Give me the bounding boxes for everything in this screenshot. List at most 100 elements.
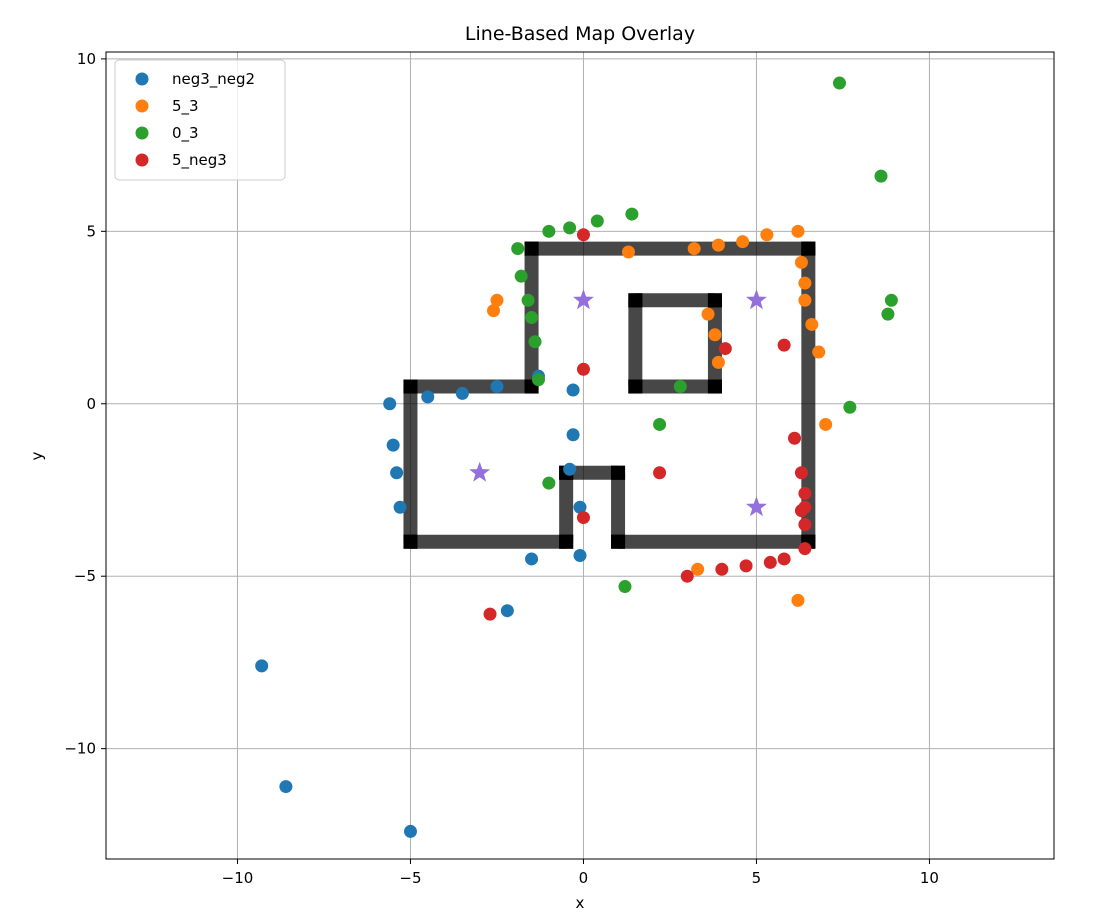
- point-0_3: [531, 373, 545, 387]
- point-neg3_neg2: [386, 438, 400, 452]
- point-5_3: [490, 293, 504, 307]
- point-5_3: [687, 242, 701, 256]
- point-5_neg3: [739, 559, 753, 573]
- point-neg3_neg2: [563, 462, 577, 476]
- x-tick-label: −5: [399, 869, 421, 887]
- point-neg3_neg2: [383, 397, 397, 411]
- point-0_3: [843, 400, 857, 414]
- axis-ticks: −10 −5 0 5 10 10 5 0 −5 −10: [64, 50, 939, 887]
- map-wall-endpoint: [611, 465, 626, 480]
- point-5_3: [708, 328, 722, 342]
- point-0_3: [511, 242, 525, 256]
- legend-box: [114, 59, 286, 181]
- legend-label: 0_3: [172, 124, 199, 143]
- point-5_3: [487, 304, 501, 318]
- legend: neg3_neg2 5_3 0_3 5_neg3: [114, 59, 286, 181]
- star-markers: [469, 289, 767, 517]
- point-neg3_neg2: [573, 500, 587, 514]
- legend-label: neg3_neg2: [172, 70, 255, 89]
- point-5_3: [791, 593, 805, 607]
- point-5_neg3: [576, 511, 590, 525]
- point-5_3: [798, 293, 812, 307]
- point-5_neg3: [798, 517, 812, 531]
- point-5_neg3: [777, 552, 791, 566]
- point-0_3: [514, 269, 528, 283]
- point-5_neg3: [576, 228, 590, 242]
- point-5_3: [621, 245, 635, 259]
- point-5_3: [812, 345, 826, 359]
- point-5_neg3: [777, 338, 791, 352]
- point-5_3: [794, 255, 808, 269]
- point-0_3: [625, 207, 639, 221]
- map-wall-endpoint: [628, 293, 643, 308]
- legend-marker: [135, 99, 149, 113]
- plot-frame: [105, 51, 1055, 860]
- point-neg3_neg2: [390, 466, 404, 480]
- map-wall-endpoint: [628, 379, 643, 394]
- point-neg3_neg2: [500, 604, 514, 618]
- point-0_3: [590, 214, 604, 228]
- point-5_neg3: [680, 569, 694, 583]
- point-5_neg3: [788, 431, 802, 445]
- point-neg3_neg2: [490, 380, 504, 394]
- point-0_3: [563, 221, 577, 235]
- point-0_3: [521, 293, 535, 307]
- legend-marker: [135, 72, 149, 86]
- point-0_3: [528, 335, 542, 349]
- point-0_3: [881, 307, 895, 321]
- point-5_3: [760, 228, 774, 242]
- x-tick-label: 10: [920, 869, 939, 887]
- point-neg3_neg2: [403, 824, 417, 838]
- point-5_neg3: [798, 486, 812, 500]
- point-5_neg3: [794, 504, 808, 518]
- point-0_3: [653, 417, 667, 431]
- point-5_neg3: [483, 607, 497, 621]
- y-tick-label: 0: [86, 395, 96, 413]
- x-axis-label: x: [576, 894, 585, 912]
- point-neg3_neg2: [255, 659, 269, 673]
- map-wall-endpoint: [559, 534, 574, 549]
- map-wall-endpoint: [801, 241, 816, 256]
- point-5_neg3: [794, 466, 808, 480]
- point-5_3: [805, 317, 819, 331]
- point-5_3: [711, 355, 725, 369]
- point-neg3_neg2: [421, 390, 435, 404]
- y-tick-label: −5: [74, 567, 96, 585]
- x-tick-label: −10: [222, 869, 254, 887]
- point-5_3: [736, 235, 750, 249]
- map-wall-endpoint: [524, 241, 539, 256]
- point-0_3: [832, 76, 846, 90]
- y-axis-label: y: [28, 451, 46, 460]
- map-wall-endpoint: [403, 379, 418, 394]
- point-5_neg3: [653, 466, 667, 480]
- point-0_3: [673, 380, 687, 394]
- chart-title: Line-Based Map Overlay: [465, 23, 695, 45]
- point-5_3: [691, 562, 705, 576]
- point-5_3: [791, 224, 805, 238]
- point-5_3: [798, 276, 812, 290]
- star-marker: [573, 289, 594, 310]
- point-0_3: [542, 224, 556, 238]
- point-neg3_neg2: [525, 552, 539, 566]
- legend-marker: [135, 126, 149, 140]
- x-tick-label: 5: [752, 869, 762, 887]
- point-5_3: [819, 417, 833, 431]
- map-wall-endpoint: [707, 379, 722, 394]
- map-wall-endpoint: [403, 534, 418, 549]
- star-marker: [745, 496, 767, 517]
- legend-marker: [135, 153, 149, 167]
- map-wall-endpoint: [611, 534, 626, 549]
- point-neg3_neg2: [566, 383, 580, 397]
- point-0_3: [884, 293, 898, 307]
- legend-label: 5_neg3: [172, 151, 227, 170]
- point-5_neg3: [718, 342, 732, 356]
- x-tick-label: 0: [579, 869, 589, 887]
- point-neg3_neg2: [566, 428, 580, 442]
- point-5_3: [701, 307, 715, 321]
- point-neg3_neg2: [393, 500, 407, 514]
- point-0_3: [618, 580, 632, 594]
- star-marker: [469, 461, 491, 482]
- point-neg3_neg2: [279, 780, 293, 794]
- point-5_neg3: [715, 562, 729, 576]
